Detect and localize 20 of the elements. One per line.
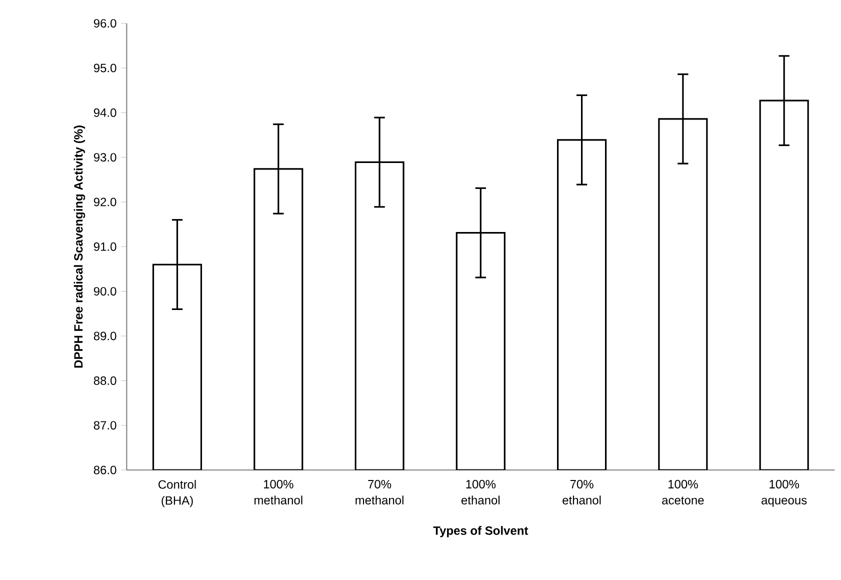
y-tick-label: 92.0 xyxy=(94,198,116,206)
y-tick-label: 91.0 xyxy=(94,242,116,251)
x-tick-label: 100% ethanol xyxy=(461,480,500,504)
y-tick-label: 87.0 xyxy=(94,421,116,430)
y-tick-label: 96.0 xyxy=(94,19,116,28)
x-axis-title: Types of Solvent xyxy=(433,526,528,538)
x-tick-label: Control (BHA) xyxy=(158,480,196,508)
y-tick-label: 89.0 xyxy=(94,332,116,340)
y-tick-label: 93.0 xyxy=(94,153,116,162)
y-tick-label: 86.0 xyxy=(94,466,116,474)
y-tick-label: 95.0 xyxy=(94,64,116,72)
x-tick-label: 100% methanol xyxy=(254,480,302,504)
y-tick-label: 94.0 xyxy=(94,108,116,117)
y-tick-label: 90.0 xyxy=(94,287,116,296)
x-tick-label: 70% ethanol xyxy=(562,480,601,504)
y-tick-label: 88.0 xyxy=(94,376,116,385)
x-tick-label: 100% aqueous xyxy=(762,480,807,507)
y-axis-title: DPPH Free radical Scavenging Activity (%) xyxy=(74,126,86,368)
x-tick-label: 100% acetone xyxy=(662,480,704,504)
x-tick-label: 70% methanol xyxy=(356,480,404,504)
